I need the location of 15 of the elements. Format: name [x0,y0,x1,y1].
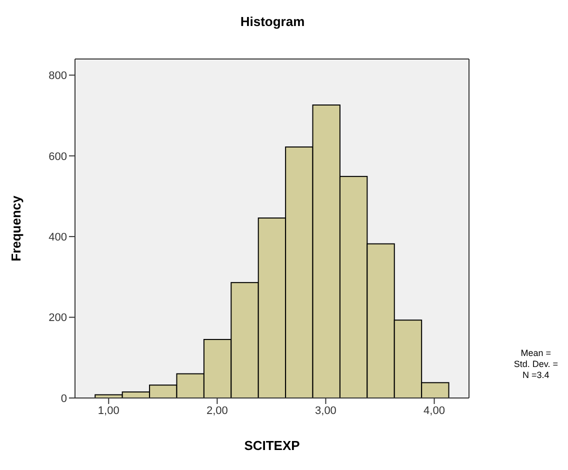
x-tick-label: 2,00 [206,404,228,417]
x-axis-title: SCITEXP [244,438,300,453]
y-tick-label: 200 [48,312,67,324]
y-tick-label: 600 [48,150,67,163]
x-tick-label: 1,00 [98,404,120,417]
y-tick-label: 0 [60,392,67,405]
x-tick-label: 4,00 [424,404,445,417]
y-tick-label: 400 [48,231,67,244]
x-tick-label: 3,00 [315,404,336,417]
y-tick-label: 800 [48,70,67,82]
chart-title: Histogram [239,14,306,29]
y-axis-title: Frequency [8,194,24,262]
text: Std. Dev. = [514,359,558,370]
text: N =3.4 [522,370,550,381]
text: Mean = [520,348,552,359]
